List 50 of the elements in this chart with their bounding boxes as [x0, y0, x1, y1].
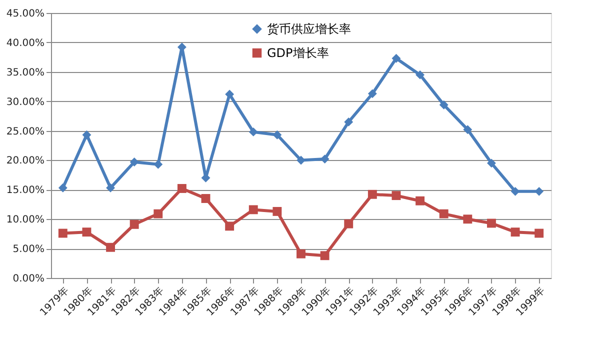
- point: [82, 130, 92, 140]
- point: [272, 130, 282, 140]
- point: [392, 191, 401, 200]
- y-tick-label: 5.00%: [12, 244, 44, 256]
- point: [487, 218, 496, 228]
- point: [177, 184, 186, 193]
- point: [154, 160, 163, 169]
- point: [320, 251, 330, 260]
- legend-label: GDP增长率: [267, 46, 329, 60]
- point: [416, 70, 425, 80]
- point: [463, 214, 472, 224]
- point: [534, 228, 544, 238]
- point: [248, 127, 258, 136]
- point: [296, 249, 306, 258]
- y-tick-label: 40.00%: [6, 38, 44, 49]
- point: [225, 222, 234, 231]
- point: [510, 228, 520, 237]
- point: [416, 196, 425, 206]
- y-tick-label: 35.00%: [6, 67, 44, 78]
- point: [344, 117, 354, 126]
- point: [392, 54, 401, 63]
- point: [106, 242, 115, 252]
- point: [368, 190, 377, 199]
- y-tick-label: 10.00%: [6, 214, 44, 226]
- point: [154, 209, 163, 218]
- point: [439, 100, 448, 110]
- point: [225, 90, 234, 99]
- point: [272, 206, 282, 216]
- y-tick-label: 45.00%: [6, 8, 44, 20]
- point: [463, 125, 472, 134]
- point: [344, 219, 354, 228]
- point: [82, 228, 92, 237]
- point: [58, 183, 68, 192]
- point: [130, 158, 139, 166]
- legend-label: 货币供应增长率: [267, 22, 351, 36]
- point: [368, 89, 377, 98]
- point: [534, 186, 544, 196]
- point: [201, 194, 210, 203]
- point: [58, 228, 68, 238]
- point: [106, 183, 115, 192]
- y-tick-label: 30.00%: [6, 96, 44, 108]
- point: [248, 205, 258, 214]
- y-tick-label: 0.00%: [12, 274, 44, 284]
- y-tick-label: 25.00%: [6, 126, 44, 138]
- point: [487, 158, 496, 168]
- point: [439, 209, 448, 218]
- point: [130, 220, 139, 229]
- y-tick-label: 20.00%: [6, 156, 44, 167]
- y-tick-label: 15.00%: [6, 185, 44, 196]
- point: [296, 156, 306, 165]
